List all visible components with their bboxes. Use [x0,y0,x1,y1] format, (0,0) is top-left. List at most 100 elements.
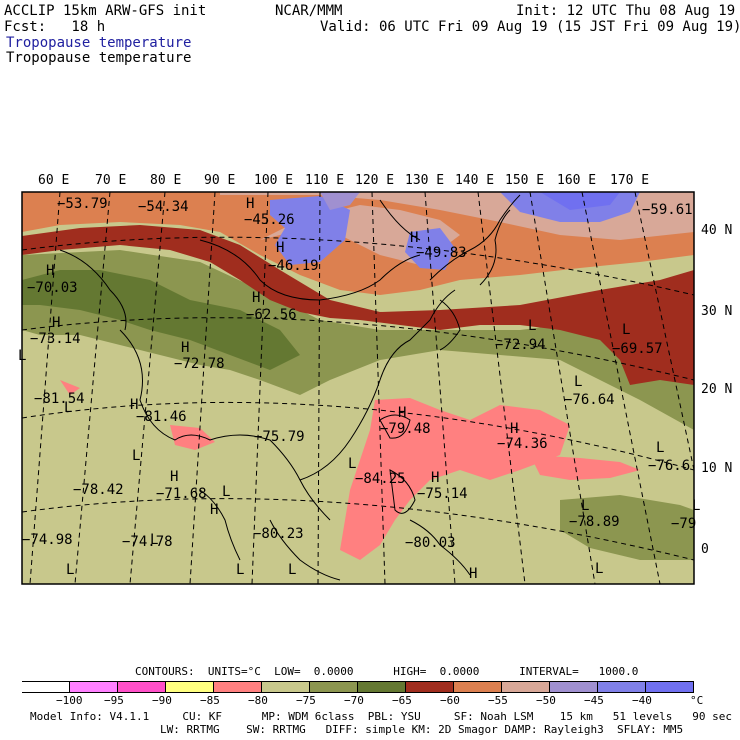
high-marker: H [170,469,178,485]
low-marker: L [595,561,603,577]
high-marker: H [410,230,418,246]
model-info-line2: LW: RRTMG SW: RRTMG DIFF: simple KM: 2D … [160,723,684,736]
model-title: ACCLIP 15km ARW-GFS init [4,3,207,19]
colorbar-segment [70,682,118,692]
contour-value-label: −76.6 [648,458,690,474]
contour-value-label: −78.89 [569,514,620,530]
contour-value-label: −73.14 [30,331,81,347]
longitude-labels: 60 E 70 E 80 E 90 E 100 E 110 E 120 E 130 E 140 … [38,173,649,188]
longitude-label: 140 E [455,173,494,188]
latitude-labels: 40 N 30 N 20 N 10 N 0 [701,223,732,557]
contour-value-label: −81.54 [34,391,85,407]
contour-value-label: −62.56 [246,307,297,323]
colorbar-tick-label: −85 [200,694,220,707]
high-marker: H [252,290,260,306]
contour-value-labels: −53.79 −54.34 −45.26 −46.19 −49.83 −59.61 −70.… [22,196,696,551]
low-marker: L [574,374,582,390]
low-marker: L [18,348,26,364]
longitude-label: 160 E [557,173,596,188]
colorbar-segment [598,682,646,692]
latitude-label: 30 N [701,304,732,319]
colorbar-tick-label: −60 [440,694,460,707]
high-marker: H [398,405,406,421]
coastlines [59,194,521,581]
colorbar-tick-label: −75 [296,694,316,707]
contour-value-label: −74.98 [22,532,73,548]
colorbar-tick-label: −65 [392,694,412,707]
latitude-label: 10 N [701,461,732,476]
colorbar-segment [550,682,598,692]
contour-value-label: −72.94 [495,337,546,353]
contour-value-label: −76.64 [564,392,615,408]
contour-value-label: −59.61 [642,202,693,218]
contour-value-label: −74.78 [122,534,173,550]
field-title-contour: Tropopause temperature [6,50,192,66]
colorbar-tick-label: −90 [152,694,172,707]
colorbar-segment [358,682,406,692]
high-marker: H [210,502,218,518]
map-frame [21,191,695,585]
contour-value-label: −84.25 [355,471,406,487]
colorbar-segment [454,682,502,692]
colorbar-tick-label: −55 [488,694,508,707]
contour-value-label: −81.46 [136,409,187,425]
latitude-label: 20 N [701,382,732,397]
colorbar [22,681,694,693]
colorbar-segment [166,682,214,692]
contour-value-label: −74.36 [497,436,548,452]
forecast-hour: Fcst: 18 h [4,19,106,35]
valid-time: Valid: 06 UTC Fri 09 Aug 19 (15 JST Fri … [320,19,740,35]
contour-value-label: −71.68 [156,486,207,502]
model-info-line1: Model Info: V4.1.1 CU: KF MP: WDM 6class… [30,710,732,723]
colorbar-segment [406,682,454,692]
high-marker: H [276,240,284,256]
colorbar-segment [214,682,262,692]
low-marker: L [528,318,536,334]
colorbar-unit: °C [690,694,704,707]
contours-info: CONTOURS: UNITS=°C LOW= 0.0000 HIGH= 0.0… [135,665,639,678]
low-marker: L [622,322,630,338]
latitude-label: 40 N [701,223,732,238]
field-title-shaded: Tropopause temperature [6,35,192,51]
longitude-label: 80 E [150,173,181,188]
init-time: Init: 12 UTC Thu 08 Aug 19 [516,3,736,19]
colorbar-segment [118,682,166,692]
colorbar-tick-label: −100 [56,694,83,707]
contour-value-label: −49.83 [416,245,467,261]
contour-value-label: −79 [671,516,696,532]
low-marker: L [288,562,296,578]
longitude-label: 150 E [505,173,544,188]
contour-value-label: −53.79 [57,196,108,212]
high-marker: H [181,340,189,356]
colorbar-tick-label: −50 [536,694,556,707]
colorbar-segment [310,682,358,692]
high-marker: H [469,566,477,582]
high-marker: H [46,263,54,279]
colorbar-tick-label: −45 [584,694,604,707]
contour-value-label: −75.14 [417,486,468,502]
longitude-label: 60 E [38,173,69,188]
contour-value-label: −54.34 [138,199,189,215]
high-marker: H [431,470,439,486]
graticule [22,192,694,584]
colorbar-tick-label: −80 [248,694,268,707]
low-marker: L [656,440,664,456]
org-label: NCAR/MMM [275,3,343,19]
longitude-label: 130 E [405,173,444,188]
high-marker: H [130,397,138,413]
longitude-label: 110 E [305,173,344,188]
colorbar-tick-label: −40 [632,694,652,707]
low-marker: L [150,532,158,548]
longitude-label: 100 E [254,173,293,188]
low-marker: L [66,562,74,578]
colorbar-segment [646,682,694,692]
latitude-label: 0 [701,542,709,557]
contour-value-label: −79.48 [380,421,431,437]
low-marker: L [236,562,244,578]
longitude-label: 90 E [204,173,235,188]
high-marker: H [52,315,60,331]
colorbar-tick-label: −95 [104,694,124,707]
longitude-label: 170 E [610,173,649,188]
